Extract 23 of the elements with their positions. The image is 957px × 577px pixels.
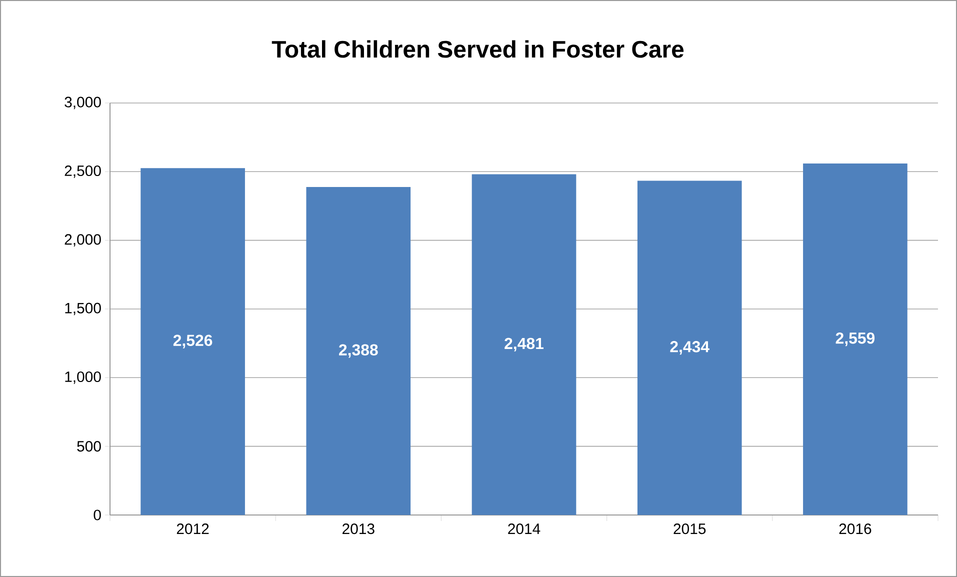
bar	[306, 187, 411, 515]
x-tick-label: 2014	[508, 524, 540, 534]
y-tick-label: 500	[77, 441, 101, 452]
data-label: 2,481	[504, 338, 544, 352]
x-tick-label: 2013	[342, 524, 374, 534]
bar	[637, 180, 742, 515]
x-tick-label: 2016	[839, 524, 872, 534]
x-tick-label: 2015	[674, 524, 706, 534]
bar	[140, 168, 245, 515]
y-tick-label: 1,000	[65, 371, 101, 384]
y-tick-label: 3,000	[64, 96, 101, 110]
y-tick-label: 2,500	[64, 165, 101, 178]
bar	[472, 174, 576, 515]
data-label: 2,559	[836, 332, 875, 346]
data-label: 2,388	[339, 344, 378, 358]
data-label: 2,434	[670, 341, 710, 355]
chart-title: Total Children Served in Foster Care	[272, 40, 684, 58]
y-tick-label: 2,000	[64, 234, 101, 246]
bar	[803, 164, 908, 515]
y-tick-label: 1,500	[65, 302, 101, 316]
x-tick-label: 2012	[176, 524, 209, 534]
y-tick-label: 0	[94, 510, 101, 520]
data-label: 2,526	[173, 334, 212, 348]
